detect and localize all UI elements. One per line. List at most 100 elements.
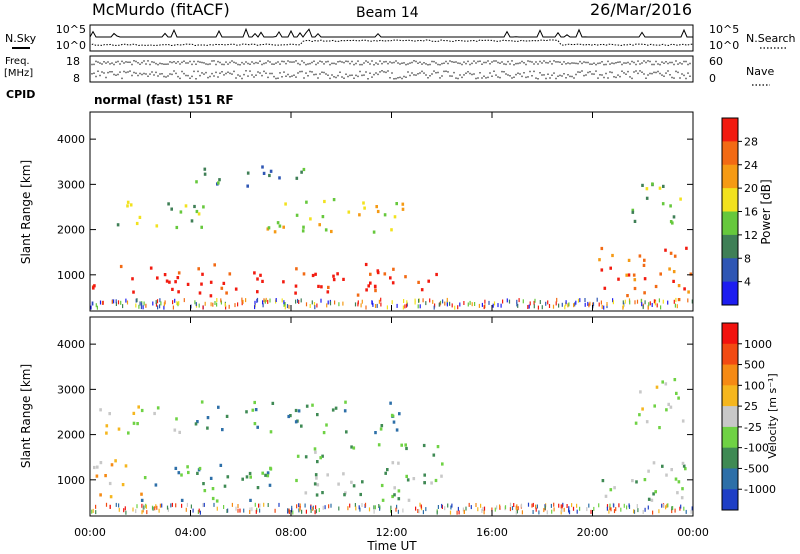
heatmap-cell xyxy=(294,291,297,295)
colorbar-swatch xyxy=(722,489,738,511)
heatmap-cell xyxy=(102,300,104,305)
heatmap-cell xyxy=(253,422,257,426)
heatmap-cell xyxy=(267,226,271,230)
heatmap-cell xyxy=(322,505,324,510)
heatmap-cell xyxy=(300,424,303,428)
heatmap-cell xyxy=(206,426,209,430)
heatmap-cell xyxy=(682,464,686,468)
heatmap-cell xyxy=(634,421,638,425)
heatmap-cell xyxy=(612,298,614,303)
heatmap-cell xyxy=(95,474,99,478)
colorbar-swatch xyxy=(722,406,738,428)
heatmap-cell xyxy=(246,171,250,175)
heatmap-cell xyxy=(631,479,634,483)
heatmap-cell xyxy=(177,290,180,294)
heatmap-cell xyxy=(391,281,395,285)
heatmap-cell xyxy=(664,382,668,386)
heatmap-cell xyxy=(153,411,156,416)
heatmap-cell xyxy=(432,299,434,304)
heatmap-cell xyxy=(459,302,461,307)
colorbar-tick-label: 4 xyxy=(744,276,751,289)
heatmap-cell xyxy=(160,301,162,306)
heatmap-cell xyxy=(406,302,408,307)
heatmap-cell xyxy=(392,267,395,271)
cpid-label: CPID xyxy=(6,88,35,101)
heatmap-cell xyxy=(344,400,347,404)
freq-panel: Freq. [MHz] 18 8 60 0 Nave CPID normal (… xyxy=(4,55,774,107)
heatmap-cell xyxy=(558,303,560,308)
heatmap-cell xyxy=(395,428,399,432)
heatmap-cell xyxy=(400,443,403,447)
heatmap-cell xyxy=(640,298,642,303)
heatmap-cell xyxy=(93,284,96,288)
heatmap-cell xyxy=(322,431,326,435)
nsky-label: N.Sky xyxy=(5,32,37,45)
nave-tick-top: 60 xyxy=(709,55,723,68)
velocity-colorbar-label: Velocity [m s⁻¹] xyxy=(766,373,779,458)
heatmap-cell xyxy=(310,508,312,513)
freq-label-top: Freq. xyxy=(5,56,30,67)
heatmap-cell xyxy=(577,298,580,303)
heatmap-cell xyxy=(665,408,668,412)
heatmap-cell xyxy=(213,502,215,507)
colorbar-swatch xyxy=(722,281,738,306)
heatmap-cell xyxy=(418,298,420,303)
colorbar-tick-label: 20 xyxy=(744,182,758,195)
heatmap-cell xyxy=(173,428,177,432)
heatmap-cell xyxy=(603,305,605,310)
heatmap-cell xyxy=(451,303,453,308)
heatmap-cell xyxy=(606,302,608,306)
heatmap-cell xyxy=(263,502,265,507)
y-tick-label: 1000 xyxy=(57,474,85,487)
noise-panel: N.Sky 10^5 10^0 10^5 10^0 N.Search xyxy=(5,23,796,52)
heatmap-cell xyxy=(509,507,511,512)
heatmap-cell xyxy=(227,508,229,513)
noise-tick-left-top: 10^5 xyxy=(56,23,86,36)
heatmap-cell xyxy=(180,498,184,502)
heatmap-cell xyxy=(132,290,135,294)
heatmap-cell xyxy=(484,304,486,309)
heatmap-cell xyxy=(544,505,546,510)
heatmap-cell xyxy=(300,170,303,174)
heatmap-cell xyxy=(483,305,485,310)
heatmap-cell xyxy=(261,279,264,283)
heatmap-cell xyxy=(673,254,677,258)
heatmap-cell xyxy=(360,303,362,308)
heatmap-cell xyxy=(405,446,408,451)
heatmap-cell xyxy=(334,406,338,410)
heatmap-cell xyxy=(342,277,345,281)
heatmap-cell xyxy=(509,502,512,507)
heatmap-cell xyxy=(286,304,289,309)
heatmap-cell xyxy=(234,303,236,308)
heatmap-cell xyxy=(609,505,611,510)
colorbar-swatch xyxy=(722,211,738,236)
power-colorbar: 4 8 12 16 20 24 28 xyxy=(721,117,758,306)
heatmap-cell xyxy=(312,506,314,511)
heatmap-cell xyxy=(259,273,262,277)
heatmap-cell xyxy=(127,431,130,435)
heatmap-cell xyxy=(358,505,360,510)
heatmap-cell xyxy=(397,497,401,501)
heatmap-cell xyxy=(433,305,435,310)
heatmap-cell xyxy=(120,300,122,305)
heatmap-cell xyxy=(142,506,144,511)
heatmap-cell xyxy=(196,420,199,424)
heatmap-cell xyxy=(423,481,426,485)
heatmap-cell xyxy=(481,302,483,307)
heatmap-cell xyxy=(246,184,249,188)
y-tick-label: 3000 xyxy=(57,383,85,396)
heatmap-cell xyxy=(90,305,92,310)
heatmap-cell xyxy=(425,301,427,306)
heatmap-cell xyxy=(200,282,203,286)
heatmap-cell xyxy=(367,284,370,288)
heatmap-cell xyxy=(327,285,330,289)
heatmap-cell xyxy=(298,503,300,508)
freq-panel-frame xyxy=(89,55,694,83)
heatmap-cell xyxy=(104,474,107,478)
heatmap-cell xyxy=(684,467,687,471)
heatmap-cell xyxy=(404,443,407,447)
heatmap-cell xyxy=(632,273,636,277)
heatmap-cell xyxy=(511,506,514,511)
heatmap-cell xyxy=(537,305,539,310)
